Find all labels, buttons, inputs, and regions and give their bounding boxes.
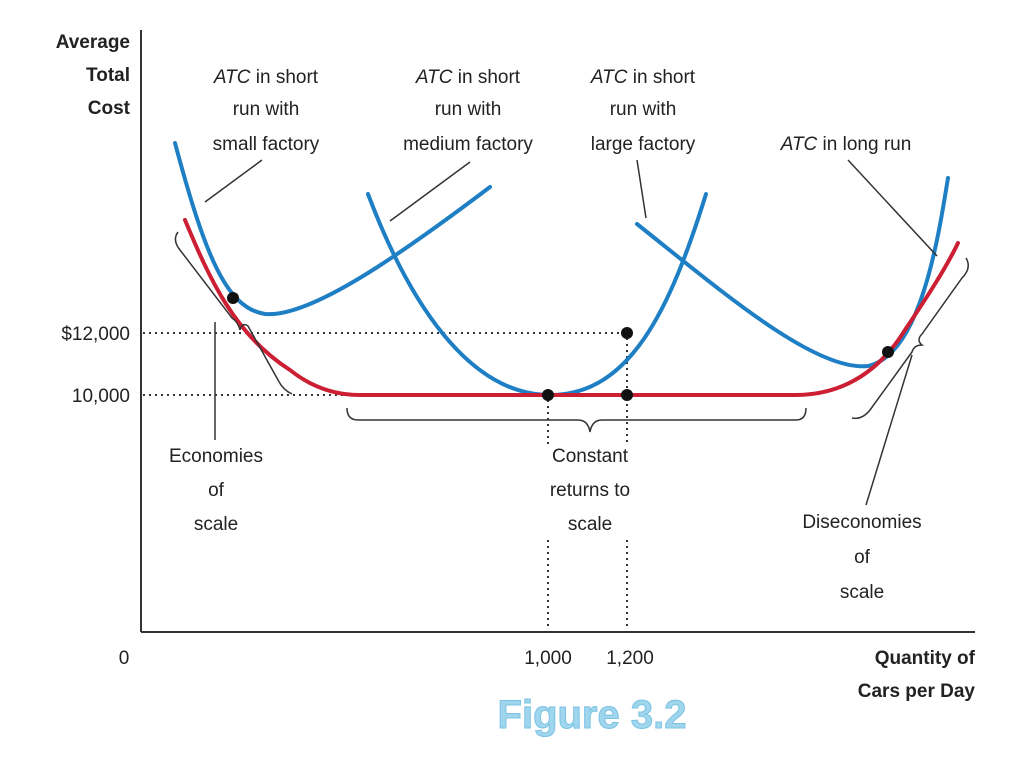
- label-large-rest: in short: [628, 67, 696, 88]
- leader-medium: [389, 161, 471, 222]
- leader-long-run: [847, 159, 938, 257]
- point-large-factory: [882, 346, 894, 358]
- brace-diseconomies: [851, 257, 969, 420]
- leader-large: [636, 159, 647, 219]
- constant-line3: scale: [568, 514, 612, 535]
- x-tick-1000: 1,000: [524, 648, 572, 669]
- economies-line2: of: [208, 480, 225, 501]
- leader-small: [204, 159, 263, 203]
- label-small-line3: small factory: [213, 134, 320, 155]
- atc-short-run-small-curve: [173, 141, 492, 317]
- label-medium-line3: medium factory: [403, 134, 533, 155]
- point-1200-10000: [621, 389, 633, 401]
- y-axis-title-3: Cost: [88, 98, 131, 119]
- label-long-run-rest: in long run: [817, 134, 911, 155]
- point-1200-12000: [621, 327, 633, 339]
- atc-short-run-medium-curve: [366, 192, 708, 398]
- label-medium-line2: run with: [435, 99, 502, 120]
- x-axis-title-1: Quantity of: [875, 648, 976, 669]
- atc-short-run-large-curve: [635, 176, 950, 369]
- label-medium-atc: ATC: [415, 67, 453, 88]
- point-1000-10000: [542, 389, 554, 401]
- point-small-factory: [227, 292, 239, 304]
- label-small-rest: in short: [251, 67, 319, 88]
- y-axis-title-1: Average: [56, 32, 130, 53]
- constant-line2: returns to: [550, 480, 630, 501]
- label-large-line3: large factory: [591, 134, 696, 155]
- y-tick-12000: $12,000: [61, 324, 130, 345]
- label-long-run: ATC in long run: [780, 134, 912, 155]
- label-large-line2: run with: [610, 99, 677, 120]
- brace-constant: [346, 407, 807, 433]
- leader-diseconomies: [865, 354, 913, 506]
- figure-caption: Figure 3.2: [498, 693, 687, 737]
- diseconomies-line2: of: [854, 547, 871, 568]
- label-medium-rest: in short: [453, 67, 521, 88]
- label-long-run-atc: ATC: [780, 134, 818, 155]
- label-large-atc: ATC: [590, 67, 628, 88]
- constant-line1: Constant: [552, 446, 629, 467]
- atc-long-run-curve: [183, 218, 960, 397]
- label-small-line1: ATC in short: [213, 67, 319, 88]
- economies-line1: Economies: [169, 446, 263, 467]
- label-medium-line1: ATC in short: [415, 67, 521, 88]
- x-tick-1200: 1,200: [606, 648, 654, 669]
- diseconomies-line3: scale: [840, 582, 884, 603]
- origin-label: 0: [119, 648, 130, 669]
- x-axis-title-2: Cars per Day: [858, 681, 976, 702]
- label-small-atc: ATC: [213, 67, 251, 88]
- label-large-line1: ATC in short: [590, 67, 696, 88]
- diseconomies-line1: Diseconomies: [802, 512, 921, 533]
- brace-economies: [174, 231, 293, 395]
- y-axis-title-2: Total: [86, 65, 130, 86]
- label-small-line2: run with: [233, 99, 300, 120]
- y-tick-10000: 10,000: [72, 386, 130, 407]
- economies-line3: scale: [194, 514, 238, 535]
